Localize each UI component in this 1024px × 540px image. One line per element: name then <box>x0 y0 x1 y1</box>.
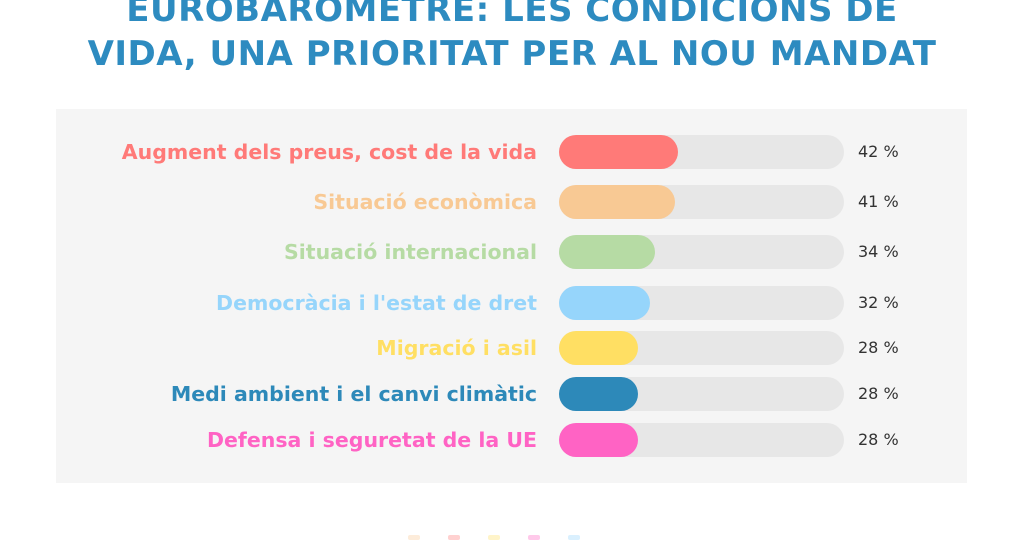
bar-fill <box>559 286 650 320</box>
bar-label: Medi ambient i el canvi climàtic <box>170 382 537 406</box>
footer-logo-fragment <box>408 533 598 540</box>
bar-track <box>559 331 844 365</box>
bar-fill <box>559 235 655 269</box>
bar-value-label: 28 % <box>858 338 899 357</box>
bar-value-label: 42 % <box>858 142 899 161</box>
bar-fill <box>559 423 638 457</box>
page-title: EUROBARÒMETRE: LES CONDICIONS DE VIDA, U… <box>0 0 1024 76</box>
bar-fill <box>559 377 638 411</box>
bar-label: Situació econòmica <box>313 190 537 214</box>
bar-track <box>559 377 844 411</box>
chart-panel: Augment dels preus, cost de la vida 42 % S… <box>56 109 967 483</box>
bar-value-label: 41 % <box>858 192 899 211</box>
bar-fill <box>559 185 675 219</box>
bar-track <box>559 286 844 320</box>
bar-label: Situació internacional <box>284 240 537 264</box>
bar-row: Situació internacional 34 % <box>56 235 967 269</box>
bar-value-label: 28 % <box>858 384 899 403</box>
bar-row: Situació econòmica 41 % <box>56 185 967 219</box>
bar-row: Defensa i seguretat de la UE 28 % <box>56 423 967 457</box>
bar-row: Medi ambient i el canvi climàtic 28 % <box>56 377 967 411</box>
bar-row: Augment dels preus, cost de la vida 42 % <box>56 135 967 169</box>
bar-track <box>559 185 844 219</box>
bar-label: Defensa i seguretat de la UE <box>207 428 537 452</box>
bar-label: Augment dels preus, cost de la vida <box>121 140 537 164</box>
bar-fill <box>559 331 638 365</box>
bar-row: Migració i asil 28 % <box>56 331 967 365</box>
bar-value-label: 28 % <box>858 430 899 449</box>
page-title-line-2: VIDA, UNA PRIORITAT PER AL NOU MANDAT <box>87 34 937 74</box>
bar-track <box>559 235 844 269</box>
page-title-line-1: EUROBARÒMETRE: LES CONDICIONS DE <box>126 0 898 30</box>
bar-label: Democràcia i l'estat de dret <box>216 291 537 315</box>
bar-row: Democràcia i l'estat de dret 32 % <box>56 286 967 320</box>
bar-label: Migració i asil <box>376 336 537 360</box>
bar-track <box>559 135 844 169</box>
bar-track <box>559 423 844 457</box>
bar-value-label: 34 % <box>858 242 899 261</box>
bar-value-label: 32 % <box>858 293 899 312</box>
bar-fill <box>559 135 678 169</box>
